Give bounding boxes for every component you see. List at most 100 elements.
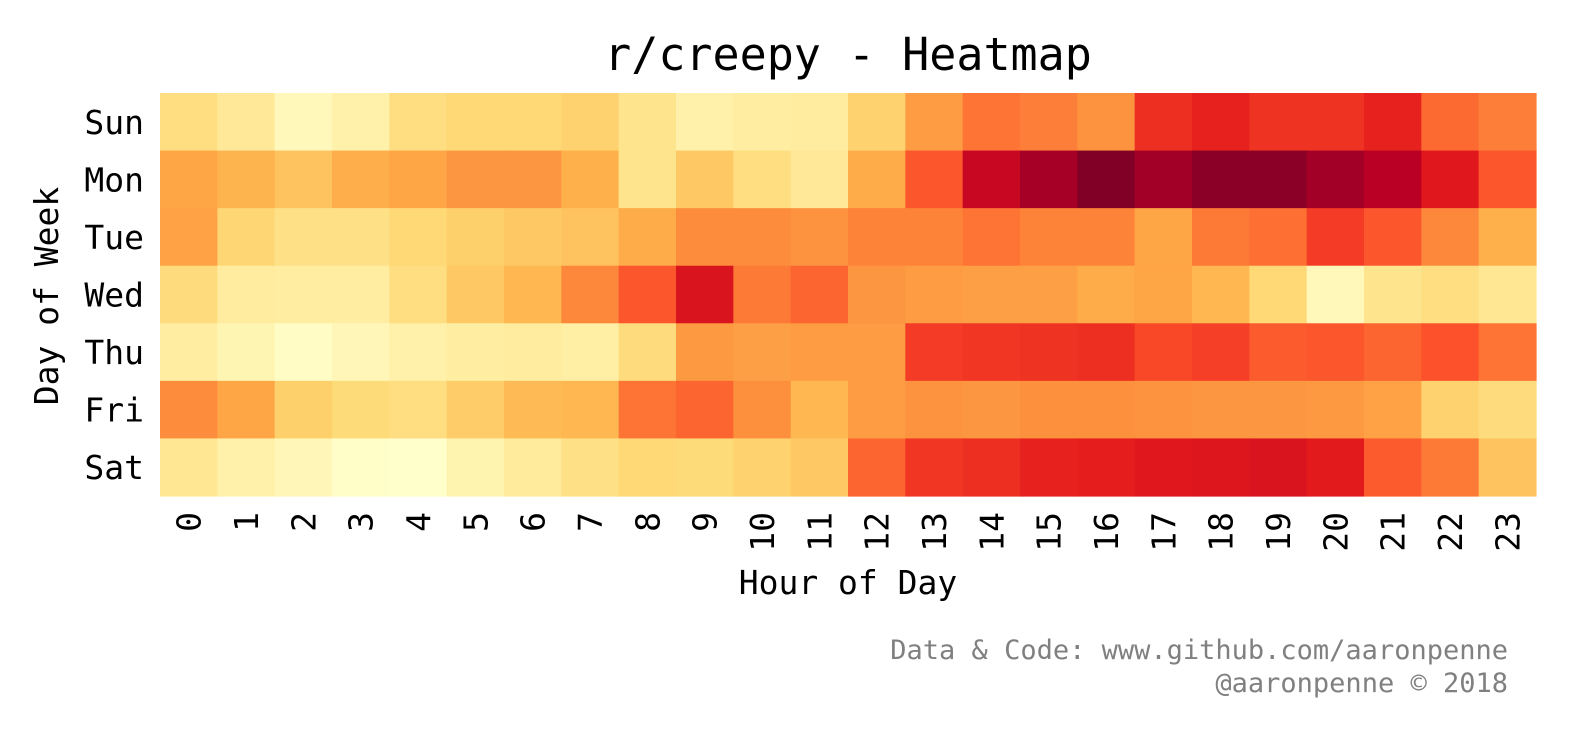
- heatmap-cell-sun-12: [848, 93, 906, 152]
- heatmap-cell-sun-1: [217, 93, 276, 152]
- heatmap-cell-wed-8: [618, 265, 677, 324]
- x-tick-label-10: 10: [743, 512, 782, 552]
- heatmap-cell-thu-20: [1306, 323, 1365, 382]
- heatmap-cell-sat-14: [962, 438, 1021, 497]
- heatmap-cell-sat-12: [848, 438, 906, 497]
- heatmap-cell-fri-19: [1249, 380, 1308, 440]
- heatmap-cell-mon-3: [332, 150, 390, 209]
- heatmap-cell-wed-2: [274, 265, 333, 324]
- heatmap-cell-fri-9: [676, 380, 734, 440]
- heatmap-cell-sat-16: [1077, 438, 1136, 497]
- heatmap-cell-tue-17: [1134, 208, 1193, 267]
- chart-title: r/creepy - Heatmap: [604, 28, 1092, 81]
- heatmap-cell-tue-9: [676, 208, 734, 267]
- heatmap-cell-mon-6: [504, 150, 562, 209]
- heatmap-cell-mon-16: [1077, 150, 1136, 209]
- heatmap-cell-thu-3: [332, 323, 390, 382]
- heatmap-cell-fri-21: [1364, 380, 1422, 440]
- heatmap-cell-sun-10: [733, 93, 792, 152]
- heatmap-cell-sun-5: [446, 93, 505, 152]
- heatmap-cell-tue-15: [1020, 208, 1078, 267]
- x-tick-label-1: 1: [227, 512, 266, 532]
- x-tick-label-21: 21: [1374, 512, 1413, 552]
- heatmap-cell-thu-14: [962, 323, 1021, 382]
- x-tick-label-11: 11: [800, 512, 839, 552]
- heatmap-cell-wed-17: [1134, 265, 1193, 324]
- heatmap-cell-sun-20: [1306, 93, 1365, 152]
- heatmap-cell-sun-4: [389, 93, 448, 152]
- heatmap-cell-wed-13: [905, 265, 964, 324]
- heatmap-cell-mon-20: [1306, 150, 1365, 209]
- heatmap-cell-sat-2: [274, 438, 333, 497]
- heatmap-cell-mon-15: [1020, 150, 1078, 209]
- heatmap-cell-tue-5: [446, 208, 505, 267]
- heatmap-cell-tue-7: [561, 208, 620, 267]
- heatmap-cell-fri-5: [446, 380, 505, 440]
- heatmap-cell-sun-18: [1192, 93, 1250, 152]
- heatmap-cell-fri-12: [848, 380, 906, 440]
- heatmap-cell-thu-9: [676, 323, 734, 382]
- heatmap-cell-fri-8: [618, 380, 677, 440]
- x-tick-label-14: 14: [972, 512, 1011, 552]
- heatmap-cell-sun-14: [962, 93, 1021, 152]
- heatmap-cell-fri-15: [1020, 380, 1078, 440]
- heatmap-cell-wed-16: [1077, 265, 1136, 324]
- heatmap-cell-wed-0: [160, 265, 218, 324]
- y-axis-label: Day of Week: [27, 187, 66, 406]
- heatmap-cell-thu-12: [848, 323, 906, 382]
- heatmap-cell-sat-1: [217, 438, 276, 497]
- heatmap-cell-tue-23: [1478, 208, 1537, 267]
- heatmap-cells: [160, 93, 1537, 497]
- heatmap-cell-fri-13: [905, 380, 964, 440]
- heatmap-cell-tue-8: [618, 208, 677, 267]
- heatmap-cell-tue-16: [1077, 208, 1136, 267]
- x-tick-label-0: 0: [170, 512, 209, 532]
- heatmap-cell-wed-12: [848, 265, 906, 324]
- heatmap-cell-wed-10: [733, 265, 792, 324]
- x-tick-label-12: 12: [858, 512, 897, 552]
- y-tick-label-sat: Sat: [84, 448, 144, 487]
- y-tick-label-sun: Sun: [84, 103, 144, 142]
- heatmap-cell-wed-11: [790, 265, 849, 324]
- heatmap-cell-mon-17: [1134, 150, 1193, 209]
- x-tick-labels: 0 1 2 3 4 5 6 7 8 9 10 11 12 13 14 15 16 17 18 19 20 21 22 23: [170, 512, 1528, 552]
- y-tick-label-mon: Mon: [84, 160, 144, 199]
- x-tick-label-15: 15: [1030, 512, 1069, 552]
- heatmap-cell-mon-2: [274, 150, 333, 209]
- heatmap-cell-sun-3: [332, 93, 390, 152]
- heatmap-cell-thu-11: [790, 323, 849, 382]
- heatmap-cell-wed-6: [504, 265, 562, 324]
- heatmap-cell-sun-16: [1077, 93, 1136, 152]
- x-tick-label-18: 18: [1202, 512, 1241, 552]
- x-axis-label: Hour of Day: [739, 563, 958, 602]
- heatmap-cell-fri-18: [1192, 380, 1250, 440]
- heatmap-cell-fri-6: [504, 380, 562, 440]
- heatmap-cell-sun-17: [1134, 93, 1193, 152]
- heatmap-cell-mon-8: [618, 150, 677, 209]
- heatmap-cell-sun-7: [561, 93, 620, 152]
- heatmap-cell-sun-13: [905, 93, 964, 152]
- x-tick-label-22: 22: [1431, 512, 1470, 552]
- heatmap-cell-fri-16: [1077, 380, 1136, 440]
- heatmap-cell-tue-13: [905, 208, 964, 267]
- x-tick-label-17: 17: [1144, 512, 1183, 552]
- x-tick-label-3: 3: [342, 512, 381, 532]
- heatmap-cell-wed-20: [1306, 265, 1365, 324]
- heatmap-cell-thu-8: [618, 323, 677, 382]
- heatmap-cell-thu-17: [1134, 323, 1193, 382]
- heatmap-cell-tue-2: [274, 208, 333, 267]
- heatmap-cell-sun-23: [1478, 93, 1537, 152]
- x-tick-label-4: 4: [399, 512, 438, 532]
- heatmap-cell-tue-4: [389, 208, 448, 267]
- heatmap-cell-mon-12: [848, 150, 906, 209]
- heatmap-cell-tue-21: [1364, 208, 1422, 267]
- y-tick-label-tue: Tue: [84, 218, 144, 257]
- heatmap-cell-sun-2: [274, 93, 333, 152]
- heatmap-cell-fri-10: [733, 380, 792, 440]
- heatmap-cell-thu-10: [733, 323, 792, 382]
- heatmap-cell-wed-7: [561, 265, 620, 324]
- heatmap-cell-thu-19: [1249, 323, 1308, 382]
- x-tick-label-16: 16: [1087, 512, 1126, 552]
- heatmap-cell-sun-6: [504, 93, 562, 152]
